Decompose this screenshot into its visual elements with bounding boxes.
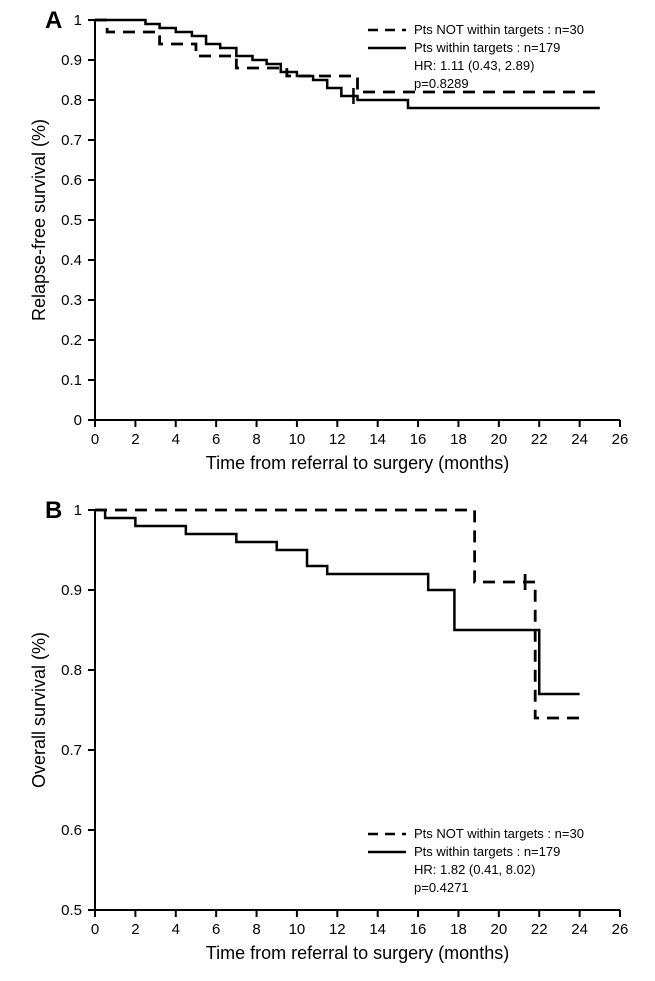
y-tick-label: 0.6	[61, 172, 82, 189]
y-tick-label: 0.4	[61, 252, 82, 269]
x-tick-label: 12	[329, 921, 346, 938]
x-tick-label: 26	[612, 431, 629, 448]
panel-b-svg: 024681012141618202224260.50.60.70.80.91T…	[0, 490, 655, 981]
x-tick-label: 0	[91, 921, 99, 938]
legend-stat: p=0.8289	[414, 76, 469, 91]
legend-label: Pts within targets : n=179	[414, 40, 560, 55]
y-tick-label: 0.1	[61, 372, 82, 389]
y-tick-label: 0.7	[61, 132, 82, 149]
panel-label: B	[45, 497, 62, 524]
x-tick-label: 18	[450, 921, 467, 938]
x-tick-label: 20	[491, 431, 508, 448]
x-axis-label: Time from referral to surgery (months)	[206, 943, 509, 963]
x-tick-label: 12	[329, 431, 346, 448]
legend-label: Pts within targets : n=179	[414, 844, 560, 859]
figure-container: 0246810121416182022242600.10.20.30.40.50…	[0, 0, 655, 981]
series-not_within	[95, 510, 580, 718]
x-tick-label: 2	[131, 431, 139, 448]
x-tick-label: 24	[571, 921, 588, 938]
x-tick-label: 14	[369, 431, 386, 448]
legend-stat: p=0.4271	[414, 880, 469, 895]
x-tick-label: 18	[450, 431, 467, 448]
x-tick-label: 22	[531, 431, 548, 448]
legend-stat: HR: 1.82 (0.41, 8.02)	[414, 862, 535, 877]
y-tick-label: 0.2	[61, 332, 82, 349]
x-tick-label: 14	[369, 921, 386, 938]
x-tick-label: 10	[289, 921, 306, 938]
y-tick-label: 0	[74, 412, 82, 429]
x-tick-label: 6	[212, 431, 220, 448]
x-tick-label: 4	[172, 921, 180, 938]
y-tick-label: 0.8	[61, 92, 82, 109]
y-axis-label: Relapse-free survival (%)	[29, 119, 49, 321]
series-within	[95, 510, 580, 694]
x-tick-label: 0	[91, 431, 99, 448]
panel-a-svg: 0246810121416182022242600.10.20.30.40.50…	[0, 0, 655, 490]
y-tick-label: 0.8	[61, 662, 82, 679]
x-tick-label: 16	[410, 921, 427, 938]
legend-stat: HR: 1.11 (0.43, 2.89)	[414, 58, 534, 73]
x-tick-label: 4	[172, 431, 180, 448]
y-tick-label: 0.5	[61, 212, 82, 229]
panel-a: 0246810121416182022242600.10.20.30.40.50…	[0, 0, 655, 490]
y-tick-label: 0.7	[61, 742, 82, 759]
x-tick-label: 24	[571, 431, 588, 448]
panel-label: A	[45, 7, 62, 34]
x-axis-label: Time from referral to surgery (months)	[206, 453, 509, 473]
x-tick-label: 8	[252, 921, 260, 938]
y-tick-label: 1	[74, 502, 82, 519]
legend-label: Pts NOT within targets : n=30	[414, 22, 584, 37]
x-tick-label: 26	[612, 921, 629, 938]
y-tick-label: 0.6	[61, 822, 82, 839]
x-tick-label: 2	[131, 921, 139, 938]
x-tick-label: 8	[252, 431, 260, 448]
y-tick-label: 0.9	[61, 582, 82, 599]
y-axis-label: Overall survival (%)	[29, 632, 49, 788]
legend-label: Pts NOT within targets : n=30	[414, 826, 584, 841]
x-tick-label: 20	[491, 921, 508, 938]
x-tick-label: 6	[212, 921, 220, 938]
x-tick-label: 10	[289, 431, 306, 448]
y-tick-label: 0.9	[61, 52, 82, 69]
panel-b: 024681012141618202224260.50.60.70.80.91T…	[0, 490, 655, 981]
x-tick-label: 16	[410, 431, 427, 448]
x-tick-label: 22	[531, 921, 548, 938]
y-tick-label: 1	[74, 12, 82, 29]
y-tick-label: 0.3	[61, 292, 82, 309]
y-tick-label: 0.5	[61, 902, 82, 919]
